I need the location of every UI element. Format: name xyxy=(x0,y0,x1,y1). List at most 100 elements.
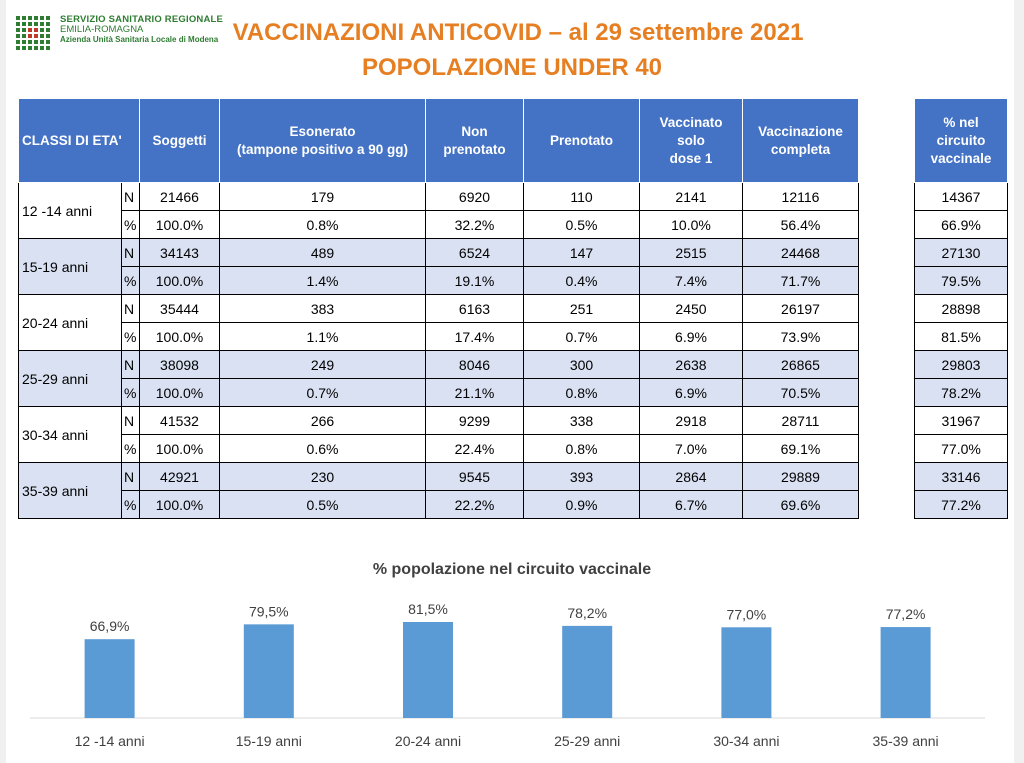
percent-cell: 70.5% xyxy=(742,378,859,407)
count-cell: 34143 xyxy=(139,238,220,267)
chart-bar xyxy=(880,627,931,718)
table-row: 20-24 anni N 35444 383 6163 251 2450 26197 xyxy=(18,294,859,351)
circuito-percent-cell: 66.9% xyxy=(914,210,1008,239)
table-row: 35-39 anni N 42921 230 9545 393 2864 29889 xyxy=(18,462,859,519)
page-title: VACCINAZIONI ANTICOVID – al 29 settembre… xyxy=(232,19,804,46)
x-tick-label: 35-39 anni xyxy=(873,733,939,749)
percent-cell: 32.2% xyxy=(425,210,524,239)
circuito-percent-cell: 77.2% xyxy=(914,490,1008,519)
count-cell: 26197 xyxy=(742,294,859,323)
circuito-percent-cell: 77.0% xyxy=(914,434,1008,463)
circuito-header-row: % nel circuito vaccinale xyxy=(914,98,1008,183)
percent-cell: 73.9% xyxy=(742,322,859,351)
count-cell: 393 xyxy=(523,462,640,491)
percent-cell: 1.1% xyxy=(219,322,426,351)
header-classi: CLASSI DI ETA' xyxy=(18,98,140,183)
unit-n-cell: N xyxy=(121,294,140,323)
circuito-row: 78.2% xyxy=(914,378,1008,407)
circuito-count-cell: 29803 xyxy=(914,350,1008,379)
count-cell: 2864 xyxy=(639,462,743,491)
table-row: % 100.0% 0.5% 22.2% 0.9% 6.7% 69.6% xyxy=(19,490,859,519)
header-dose-1: Vaccinato solo dose 1 xyxy=(639,98,743,183)
percent-cell: 0.5% xyxy=(523,210,640,239)
circuito-count-cell: 27130 xyxy=(914,238,1008,267)
table-row: % 100.0% 1.4% 19.1% 0.4% 7.4% 71.7% xyxy=(19,266,859,295)
x-tick-label: 25-29 anni xyxy=(554,733,620,749)
percent-cell: 0.5% xyxy=(219,490,426,519)
percent-cell: 7.4% xyxy=(639,266,743,295)
circuito-row: 27130 xyxy=(914,238,1008,267)
percent-cell: 7.0% xyxy=(639,434,743,463)
count-cell: 266 xyxy=(219,406,426,435)
percent-cell: 0.4% xyxy=(523,266,640,295)
percent-cell: 21.1% xyxy=(425,378,524,407)
chart-bar xyxy=(562,625,613,718)
chart-bar xyxy=(84,639,135,718)
age-class-cell: 35-39 anni xyxy=(18,462,122,519)
count-cell: 249 xyxy=(219,350,426,379)
header-circuito: % nel circuito vaccinale xyxy=(914,98,1008,183)
chart-bar xyxy=(403,622,453,718)
percent-cell: 19.1% xyxy=(425,266,524,295)
table-row: % 100.0% 1.1% 17.4% 0.7% 6.9% 73.9% xyxy=(19,322,859,351)
table-row: 15-19 anni N 34143 489 6524 147 2515 24468 xyxy=(18,238,859,295)
table-row: 30-34 anni N 41532 266 9299 338 2918 28711 xyxy=(18,406,859,463)
percent-cell: 6.7% xyxy=(639,490,743,519)
bar-data-label: 81,5% xyxy=(408,601,448,617)
table-row: % 100.0% 0.6% 22.4% 0.8% 7.0% 69.1% xyxy=(19,434,859,463)
header-non-prenotato: Non prenotato xyxy=(425,98,524,183)
circuito-row: 79.5% xyxy=(914,266,1008,295)
bar-data-label: 66,9% xyxy=(90,618,130,634)
circuito-row: 28898 xyxy=(914,294,1008,323)
bar-data-label: 79,5% xyxy=(249,603,289,619)
percent-cell: 100.0% xyxy=(139,378,220,407)
percent-cell: 69.1% xyxy=(742,434,859,463)
circuito-percent-cell: 79.5% xyxy=(914,266,1008,295)
percent-cell: 1.4% xyxy=(219,266,426,295)
count-cell: 8046 xyxy=(425,350,524,379)
bar-data-label: 77,0% xyxy=(727,606,767,622)
count-cell: 2141 xyxy=(639,182,743,211)
circuito-count-cell: 14367 xyxy=(914,182,1008,211)
circuito-count-cell: 33146 xyxy=(914,462,1008,491)
age-class-cell: 25-29 anni xyxy=(18,350,122,407)
bar-data-label: 78,2% xyxy=(567,605,607,621)
vaccination-table: CLASSI DI ETA' Soggetti Esonerato (tampon… xyxy=(18,98,859,519)
count-cell: 251 xyxy=(523,294,640,323)
header-esonerato: Esonerato (tampone positivo a 90 gg) xyxy=(219,98,426,183)
percent-cell: 0.9% xyxy=(523,490,640,519)
percent-cell: 22.2% xyxy=(425,490,524,519)
frame-right-border xyxy=(1014,0,1024,763)
count-cell: 230 xyxy=(219,462,426,491)
percent-cell: 22.4% xyxy=(425,434,524,463)
table-row: % 100.0% 0.7% 21.1% 0.8% 6.9% 70.5% xyxy=(19,378,859,407)
age-class-cell: 20-24 anni xyxy=(18,294,122,351)
percent-cell: 69.6% xyxy=(742,490,859,519)
age-class-cell: 30-34 anni xyxy=(18,406,122,463)
x-tick-label: 30-34 anni xyxy=(713,733,779,749)
circuito-percent-cell: 78.2% xyxy=(914,378,1008,407)
count-cell: 42921 xyxy=(139,462,220,491)
circuito-row: 66.9% xyxy=(914,210,1008,239)
header-prenotato: Prenotato xyxy=(523,98,640,183)
percent-cell: 56.4% xyxy=(742,210,859,239)
percent-cell: 100.0% xyxy=(139,434,220,463)
count-cell: 24468 xyxy=(742,238,859,267)
percent-cell: 0.8% xyxy=(523,434,640,463)
count-cell: 179 xyxy=(219,182,426,211)
header-soggetti: Soggetti xyxy=(139,98,220,183)
percent-cell: 17.4% xyxy=(425,322,524,351)
count-cell: 41532 xyxy=(139,406,220,435)
percent-cell: 100.0% xyxy=(139,322,220,351)
count-cell: 338 xyxy=(523,406,640,435)
header-completa: Vaccinazione completa xyxy=(742,98,859,183)
logo-line-1: SERVIZIO SANITARIO REGIONALE xyxy=(60,14,224,25)
x-tick-label: 15-19 anni xyxy=(236,733,302,749)
percent-cell: 0.7% xyxy=(523,322,640,351)
table-row: % 100.0% 0.8% 32.2% 0.5% 10.0% 56.4% xyxy=(19,210,859,239)
logo-line-3: Azienda Unità Sanitaria Locale di Modena xyxy=(60,35,219,44)
chart-bar xyxy=(721,627,772,718)
count-cell: 28711 xyxy=(742,406,859,435)
logo-text: SERVIZIO SANITARIO REGIONALE EMILIA-ROMA… xyxy=(60,15,223,45)
count-cell: 2450 xyxy=(639,294,743,323)
